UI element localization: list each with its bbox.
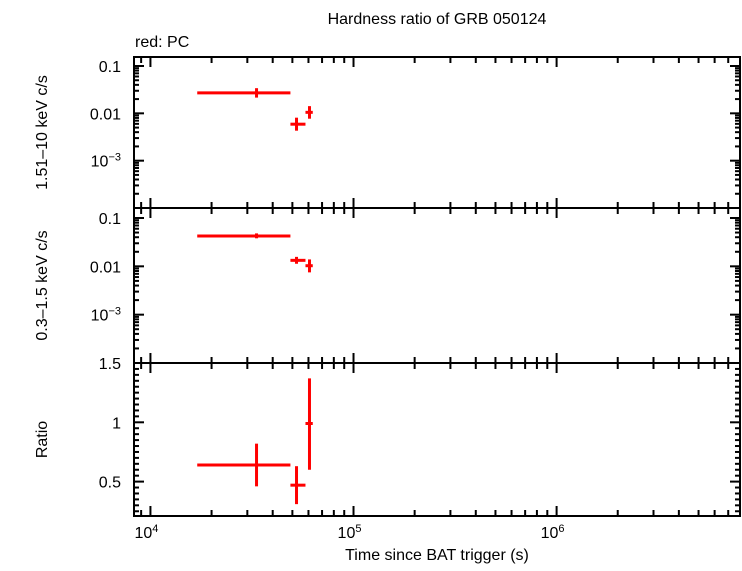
y-tick-label: 0.1 [99, 59, 121, 76]
y-axis-label-2: Ratio [34, 421, 51, 458]
x-tick-label: 105 [338, 523, 362, 542]
x-tick-label: 104 [134, 523, 158, 542]
y-axis-label-0: 1.51–10 keV c/s [34, 75, 51, 190]
y-tick-label: 1.5 [99, 356, 121, 373]
chart-subtitle: red: PC [135, 34, 189, 51]
x-axis-label: Time since BAT trigger (s) [345, 547, 529, 564]
y-tick-label: 10−3 [91, 306, 121, 325]
y-tick-label: 0.01 [90, 106, 121, 123]
y-tick-label: 10−3 [91, 152, 121, 171]
y-axis-label-1: 0.3–1.5 keV c/s [34, 230, 51, 340]
panel-frame-1 [133, 207, 741, 364]
panel-frame-2 [133, 362, 741, 517]
y-tick-label: 0.5 [99, 475, 121, 492]
chart-title: Hardness ratio of GRB 050124 [328, 11, 547, 28]
y-tick-label: 0.01 [90, 259, 121, 276]
y-tick-label: 0.1 [99, 211, 121, 228]
y-tick-label: 1 [112, 415, 121, 432]
x-tick-label: 106 [541, 523, 565, 542]
panel-frame-0 [133, 56, 741, 209]
